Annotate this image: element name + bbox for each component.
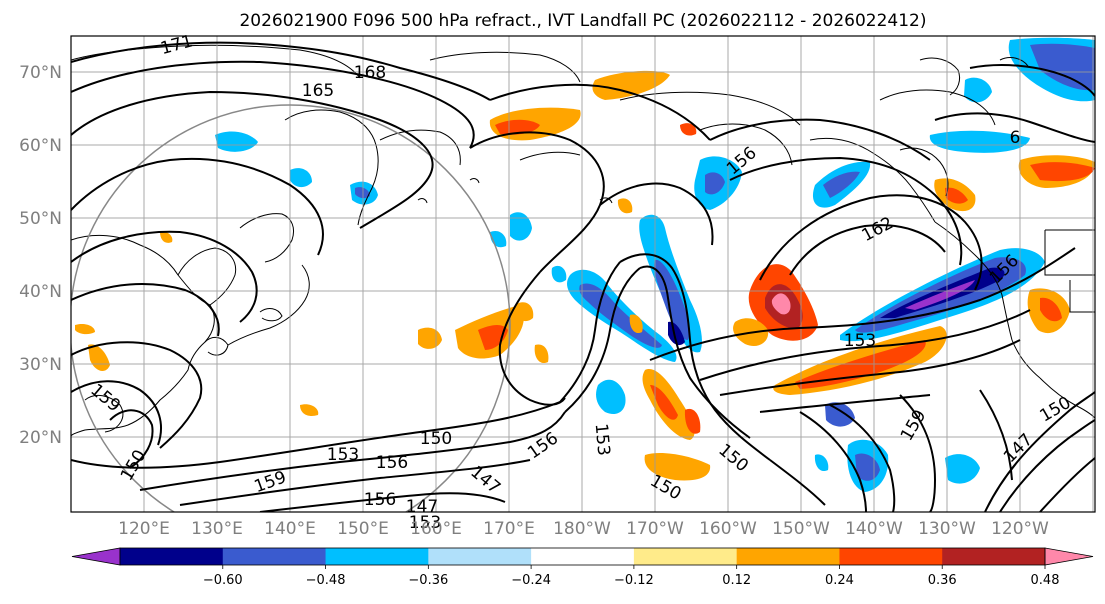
map-frame	[70, 35, 1096, 513]
colorbar-segment	[736, 548, 840, 565]
colorbar-extend-min	[71, 547, 121, 566]
colorbar-tick-label: −0.12	[614, 573, 654, 588]
lon-tick-label: 170°E	[483, 519, 535, 539]
lon-tick-label: 120°E	[118, 519, 170, 539]
contour-label: 153	[844, 331, 876, 351]
lat-tick-label: 30°N	[19, 355, 62, 375]
longitude-labels: 120°E 130°E 140°E 150°E 160°E 170°E 180°…	[118, 519, 1049, 539]
contour-label: 165	[302, 81, 334, 101]
positive-anomaly-west-peak	[771, 293, 791, 315]
contour-label: 153	[591, 423, 614, 457]
colorbar-tick-label: −0.60	[203, 573, 243, 588]
contour-label: 156	[376, 453, 408, 473]
lat-tick-label: 20°N	[19, 428, 62, 448]
coastlines	[71, 44, 1095, 437]
colorbar-extend-max	[1044, 547, 1094, 566]
lon-tick-label: 160°W	[699, 519, 757, 539]
map-title: 2026021900 F096 500 hPa refract., IVT La…	[239, 11, 926, 31]
colorbar-tick-label: 0.12	[722, 573, 751, 588]
colorbar-tick-label: 0.48	[1031, 573, 1060, 588]
lat-tick-label: 60°N	[19, 136, 62, 156]
lon-tick-label: 140°W	[845, 519, 903, 539]
lon-tick-label: 150°E	[337, 519, 389, 539]
colorbar-segment	[325, 548, 429, 565]
lon-tick-label: 160°E	[410, 519, 462, 539]
lon-tick-label: 170°W	[626, 519, 684, 539]
lat-tick-label: 40°N	[19, 282, 62, 302]
contour-label: 153	[327, 445, 359, 465]
negative-anomaly-max	[905, 280, 975, 310]
contour-label: 156	[364, 490, 396, 510]
colorbar-outline	[119, 547, 1046, 566]
lon-tick-label: 130°W	[918, 519, 976, 539]
colorbar: −0.60 −0.48 −0.36 −0.24 −0.12 0.12 0.24 0.36 0.4…	[71, 547, 1094, 588]
latitude-labels: 70°N 60°N 50°N 40°N 30°N 20°N	[19, 63, 62, 448]
colorbar-tick-label: −0.36	[408, 573, 448, 588]
lat-tick-label: 50°N	[19, 209, 62, 229]
contour-label: 6	[1010, 128, 1021, 148]
contour-label: 153	[409, 513, 441, 533]
range-circle	[71, 104, 511, 512]
height-contours	[71, 41, 1095, 512]
lon-tick-label: 140°E	[264, 519, 316, 539]
colorbar-tick-label: −0.24	[511, 573, 551, 588]
lon-tick-label: 130°E	[191, 519, 243, 539]
colorbar-segment	[839, 548, 943, 565]
colorbar-segment	[531, 548, 635, 565]
colorbar-segment	[120, 548, 224, 565]
map-panel: 171 168 165 162 159 156 153 150 147 153 …	[70, 31, 1096, 533]
contour-label: 168	[354, 63, 386, 83]
colorbar-tick-label: 0.24	[825, 573, 854, 588]
colorbar-segment	[428, 548, 532, 565]
lon-tick-label: 150°W	[772, 519, 830, 539]
contour-label: 150	[420, 429, 452, 449]
gridlines	[71, 36, 1095, 512]
lon-tick-label: 120°W	[991, 519, 1049, 539]
colorbar-tick-label: −0.48	[306, 573, 346, 588]
lat-tick-label: 70°N	[19, 63, 62, 83]
lon-tick-label: 180°W	[553, 519, 611, 539]
colorbar-segment	[222, 548, 327, 565]
colorbar-segment	[942, 548, 1046, 565]
colorbar-segment	[633, 548, 738, 565]
colorbar-tick-label: 0.36	[928, 573, 957, 588]
